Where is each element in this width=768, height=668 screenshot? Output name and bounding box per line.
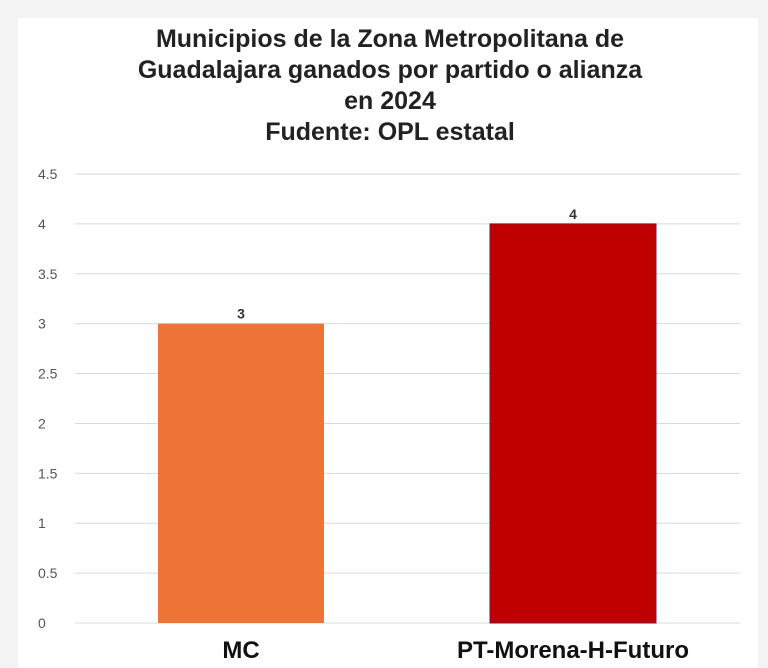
chart-title: Municipios de la Zona Metropolitana de G… <box>20 24 760 148</box>
data-label: 3 <box>237 306 245 322</box>
x-axis-category-labels: MC PT-Morena-H-Futuro <box>222 637 689 664</box>
chart-title-line-2: Guadalajara ganados por partido o alianz… <box>137 56 643 84</box>
y-tick-label: 1.5 <box>38 465 58 481</box>
chart-title-line-4: Fudente: OPL estatal <box>265 118 515 146</box>
chart-title-line-3: en 2024 <box>344 87 436 115</box>
y-tick-label: 1 <box>38 515 46 531</box>
y-tick-label: 4 <box>38 216 46 232</box>
y-tick-label: 3 <box>38 316 46 332</box>
bar <box>489 223 657 624</box>
y-tick-label: 0.5 <box>38 565 58 581</box>
data-labels: 34 <box>237 206 577 322</box>
y-tick-label: 4.5 <box>38 166 58 182</box>
y-axis-tick-labels: 0 0.5 1 1.5 2 2.5 3 3.5 4 4.5 <box>38 166 58 631</box>
y-tick-label: 3.5 <box>38 266 58 282</box>
category-label: PT-Morena-H-Futuro <box>457 637 689 664</box>
y-tick-label: 2 <box>38 415 46 431</box>
data-label: 4 <box>569 206 577 222</box>
chart-title-line-1: Municipios de la Zona Metropolitana de <box>155 25 625 53</box>
bars <box>158 223 657 624</box>
y-tick-label: 0 <box>38 615 46 631</box>
bar <box>158 323 324 623</box>
y-tick-label: 2.5 <box>38 366 58 382</box>
category-label: MC <box>222 637 259 664</box>
